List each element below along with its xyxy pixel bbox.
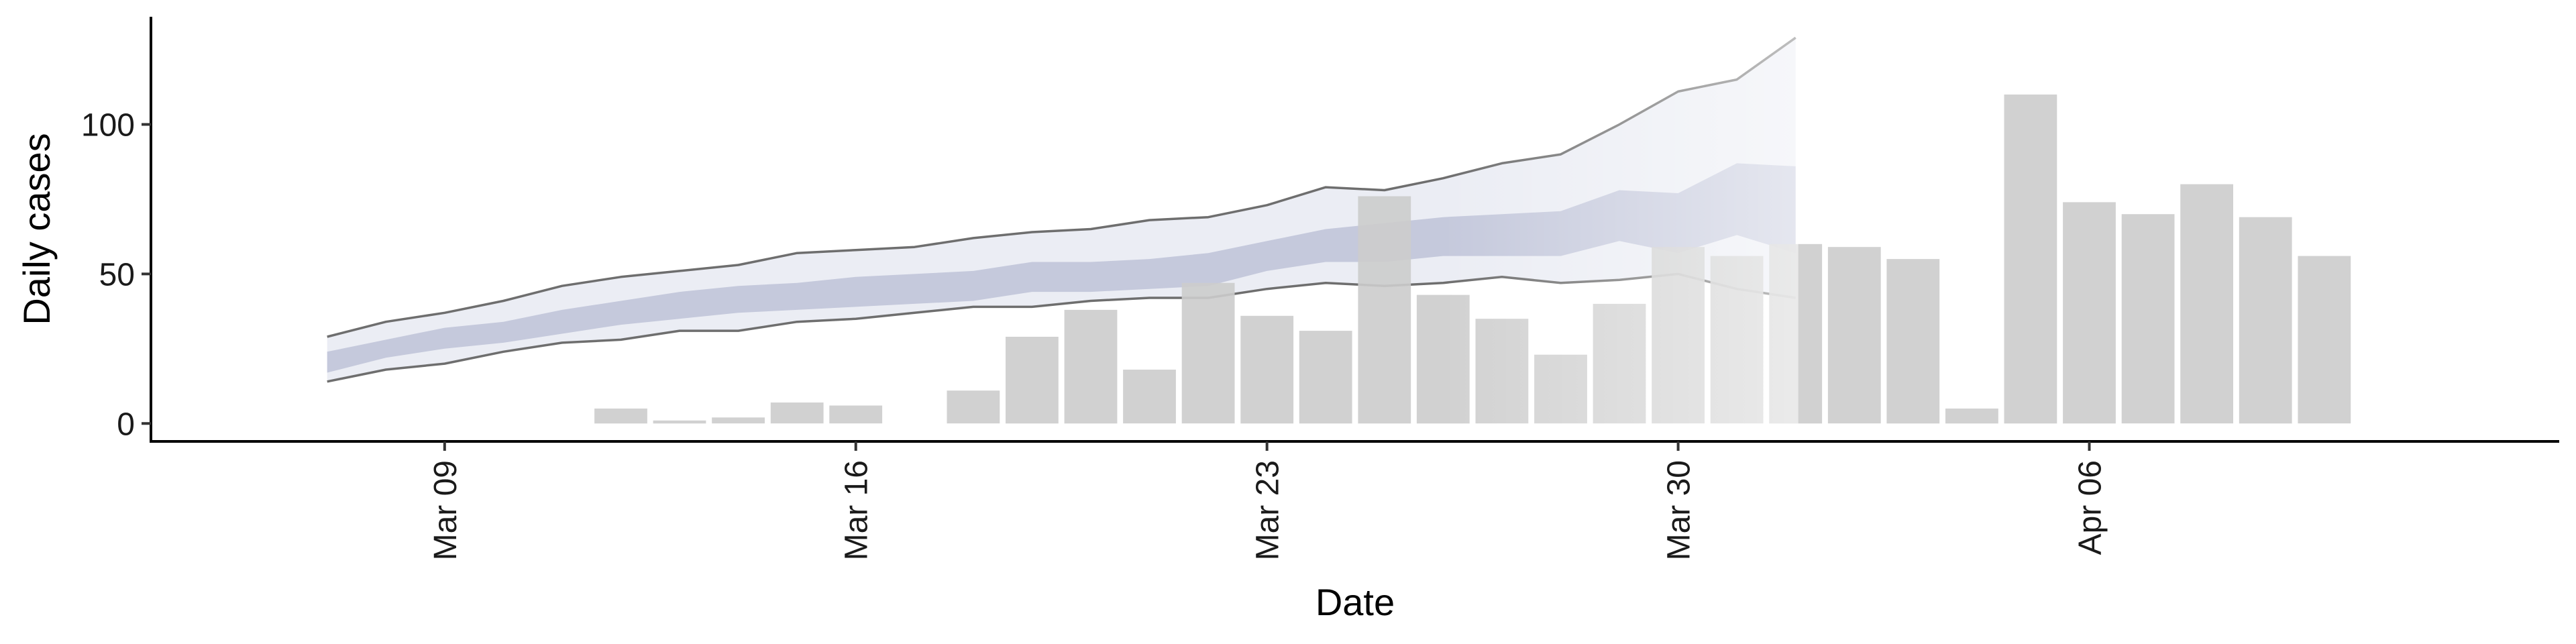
- bar: [1827, 247, 1881, 424]
- bar: [1006, 337, 1059, 424]
- bar: [2004, 94, 2057, 424]
- bar: [1358, 196, 1411, 424]
- y-tick-label: 0: [117, 407, 135, 442]
- bar: [2239, 217, 2292, 424]
- x-axis-title: Date: [1316, 581, 1395, 623]
- bar: [2063, 202, 2116, 424]
- y-tick-label: 50: [99, 257, 135, 292]
- bar: [1299, 331, 1352, 424]
- bar: [1064, 309, 1118, 424]
- bar: [770, 402, 824, 424]
- x-tick-label: Mar 30: [1662, 460, 1697, 560]
- bar: [1240, 315, 1294, 424]
- x-tick-label: Mar 23: [1250, 460, 1286, 560]
- forecast-fade-overlay: [1443, 10, 1799, 435]
- forecast-fade-layer: [1443, 10, 1799, 435]
- x-tick-label: Apr 06: [2073, 460, 2108, 555]
- bar: [712, 417, 765, 424]
- x-tick-label: Mar 16: [839, 460, 875, 560]
- bar: [829, 405, 883, 424]
- bar: [2180, 184, 2233, 424]
- bar: [947, 390, 1000, 424]
- x-tick-label: Mar 09: [428, 460, 464, 560]
- y-axis-title: Daily cases: [15, 133, 58, 325]
- bar: [1945, 409, 1998, 424]
- axes-layer: 0 50 100 Mar 09 Mar 16 Mar 23 Mar 30 Apr 06: [81, 17, 2559, 560]
- bar: [2121, 214, 2175, 424]
- bar: [1123, 370, 1176, 424]
- bar: [1181, 282, 1235, 424]
- bar: [1886, 259, 1940, 424]
- bar: [653, 420, 706, 424]
- forecast-inner-band: [327, 163, 1796, 373]
- bar: [2298, 256, 2351, 424]
- bar: [594, 409, 647, 424]
- y-tick-label: 100: [81, 107, 135, 143]
